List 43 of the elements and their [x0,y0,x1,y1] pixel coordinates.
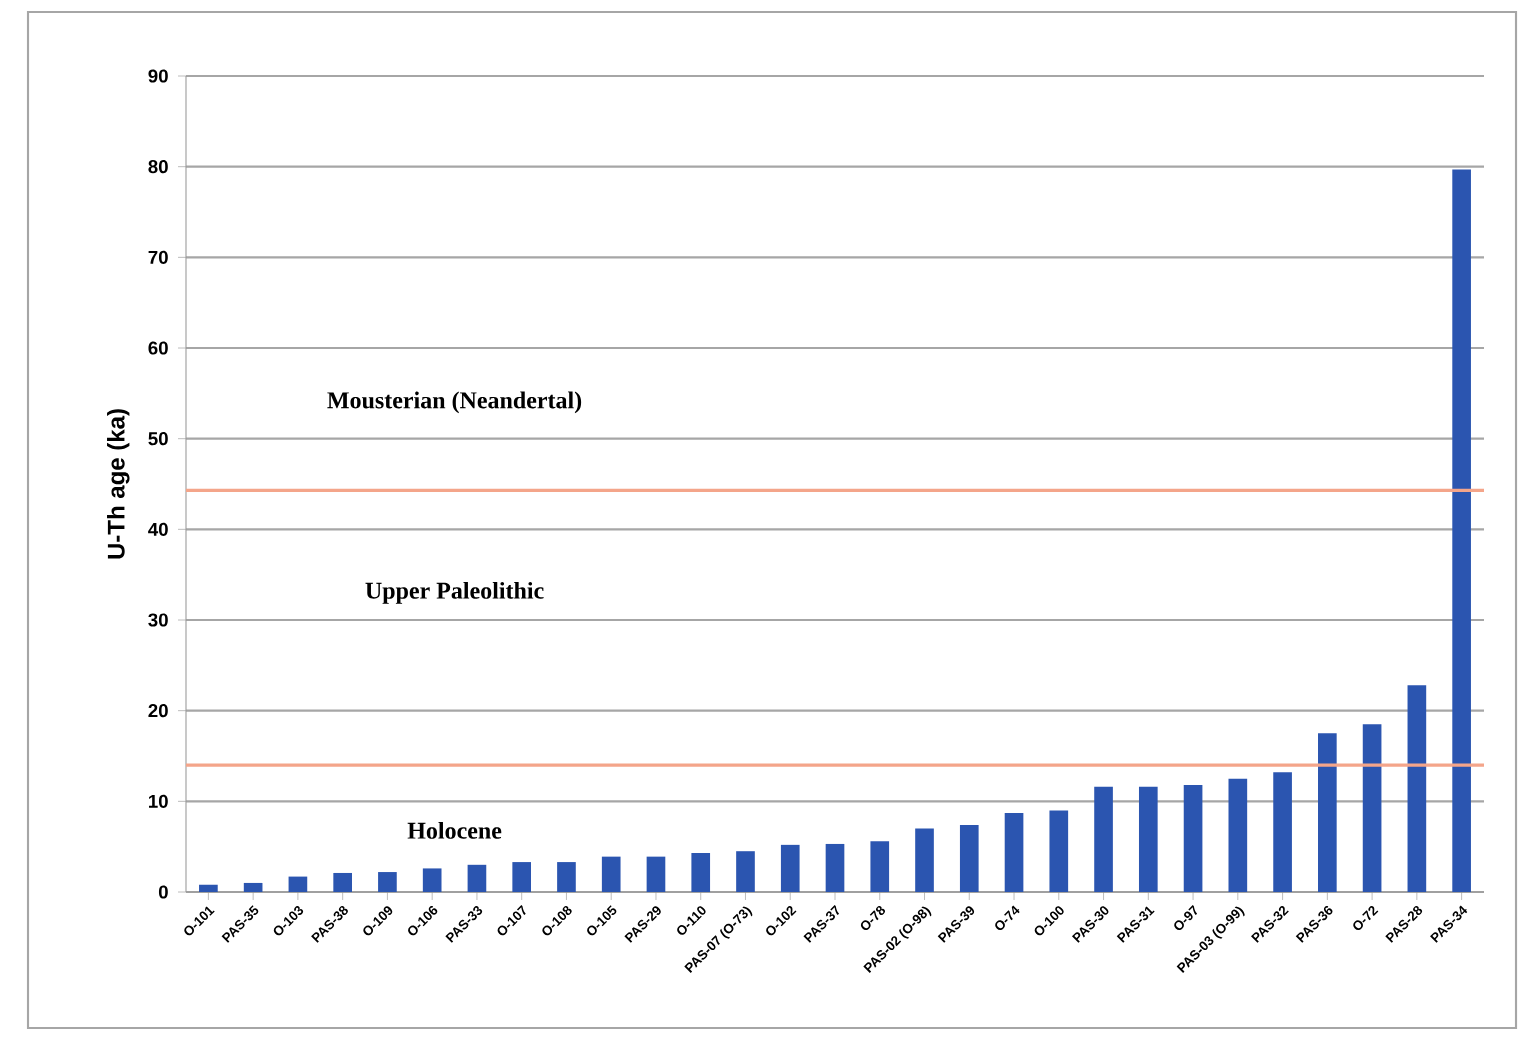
bar [1273,772,1292,892]
bar [870,841,890,892]
y-tick-label: 40 [148,522,168,536]
bar [646,856,666,892]
bar [1452,169,1471,892]
bar [288,876,308,892]
bar [780,844,800,892]
annotation: Mousterian (Neandertal) [327,391,582,414]
y-tick-label: 20 [148,704,168,718]
y-axis-title: U-Th age (ka) [107,409,130,559]
bar [736,851,755,892]
bar [199,884,218,892]
y-tick-label: 90 [148,69,168,83]
bar [467,864,487,892]
bar [601,856,621,892]
bar [422,868,442,892]
y-tick-label: 30 [148,613,168,627]
bar [1183,785,1203,892]
bar [1004,813,1024,892]
bar [691,853,711,892]
y-tick-label: 70 [148,250,168,264]
bar [1138,786,1158,892]
y-tick-label: 10 [148,794,168,808]
bar [512,862,532,892]
y-tick-label: 0 [158,885,168,899]
bar [1407,685,1427,892]
y-tick-label: 60 [148,341,168,355]
bar [333,872,352,892]
annotation: Upper Paleolithic [365,581,544,604]
bar [1318,733,1337,892]
annotation: Holocene [407,821,502,839]
bar [825,843,845,892]
bar [1362,724,1382,892]
bar [959,824,979,892]
bar [1228,778,1248,892]
y-tick-label: 80 [148,160,168,174]
y-tick-label: 50 [148,432,168,446]
bar [1094,786,1113,892]
bar [243,882,263,892]
bar [1049,810,1069,892]
bar [557,862,576,892]
bar [915,828,934,892]
bar [378,872,397,892]
